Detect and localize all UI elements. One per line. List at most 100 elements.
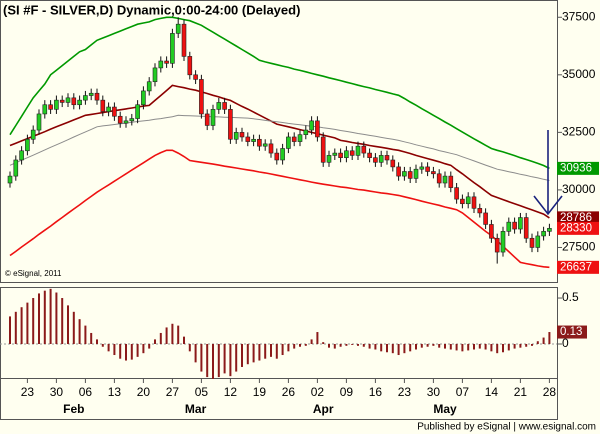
oscillator-bar xyxy=(101,343,104,347)
oscillator-bar xyxy=(113,343,116,356)
candle-body xyxy=(129,118,135,122)
candle-body xyxy=(326,155,332,163)
candle-body xyxy=(164,60,169,64)
candle-body xyxy=(158,60,164,69)
candle-body xyxy=(135,104,140,119)
oscillator-bar xyxy=(206,343,209,378)
candle-body xyxy=(512,221,517,230)
month-label: Apr xyxy=(313,402,334,416)
oscillator-bar xyxy=(14,311,17,344)
candle-body xyxy=(529,237,535,248)
oscillator-bar xyxy=(519,343,522,348)
candle-body xyxy=(506,221,512,232)
oscillator-bar xyxy=(194,343,197,363)
oscillator-bar xyxy=(55,292,58,344)
x-tick-label: 30 xyxy=(50,385,64,399)
oscillator-bar xyxy=(125,343,127,361)
oscillator-bar xyxy=(438,343,441,348)
candle-body xyxy=(407,171,413,179)
candle-body xyxy=(245,136,251,142)
oscillator-bar xyxy=(217,343,220,378)
oscillator-bar xyxy=(171,323,174,344)
candle-body xyxy=(94,92,100,101)
candle-body xyxy=(378,155,384,163)
candle-body xyxy=(460,198,465,205)
oscillator-bar xyxy=(345,343,348,346)
oscillator-bar xyxy=(200,343,203,372)
oscillator-bar xyxy=(386,343,388,353)
oscillator-bar xyxy=(43,290,46,344)
value-label: 28330 xyxy=(560,222,592,234)
oscillator-bar xyxy=(415,343,417,350)
x-tick-label: 09 xyxy=(340,385,354,399)
oscillator-bar xyxy=(502,343,504,353)
y-tick-label: 27500 xyxy=(562,240,596,254)
oscillator-bar xyxy=(67,305,69,344)
oscillator-bar xyxy=(461,343,464,352)
plot-layer: 37500 35000 32500 30000 27500 23 30 06 13 20 27 05 1… xyxy=(0,9,599,416)
oscillator-bar xyxy=(136,343,139,357)
x-tick-label: 06 xyxy=(79,385,93,399)
oscillator-bar xyxy=(478,343,481,349)
oscillator-bar xyxy=(258,343,261,361)
oscillator-bar xyxy=(507,343,510,351)
x-tick-label: 14 xyxy=(485,385,499,399)
candle-body xyxy=(152,67,158,83)
band-line xyxy=(9,84,550,219)
oscillator-bar xyxy=(78,319,81,344)
candle-body xyxy=(100,99,106,112)
x-tick-label: 02 xyxy=(311,385,325,399)
candle-body xyxy=(344,150,349,158)
candle-body xyxy=(442,175,448,184)
oscillator-bar xyxy=(264,343,267,359)
oscillator-bar xyxy=(246,343,249,365)
oscillator-bar xyxy=(444,343,446,349)
oscillator-bar xyxy=(26,302,29,344)
oscillator-bar xyxy=(328,343,330,348)
candle-body xyxy=(425,166,430,172)
oscillator-bar xyxy=(159,332,162,344)
candle-body xyxy=(373,157,378,163)
oscillator-bar xyxy=(154,339,156,344)
candle-body xyxy=(112,106,117,117)
candle-body xyxy=(268,143,274,154)
value-label: 26637 xyxy=(560,261,592,273)
candle-body xyxy=(315,120,320,138)
oscillator-bar xyxy=(188,343,191,352)
oscillator-bar xyxy=(455,343,458,351)
value-label-bg xyxy=(557,325,587,339)
chart-title: (SI #F - SILVER,D) Dynamic,0:00-24:00 (D… xyxy=(3,2,300,17)
candle-body xyxy=(77,99,82,106)
candle-body xyxy=(286,136,291,149)
oscillator-bar xyxy=(148,343,151,349)
candle-body xyxy=(7,175,13,184)
candle-body xyxy=(390,159,396,168)
candle-body xyxy=(59,99,65,103)
value-label: 30936 xyxy=(560,162,592,174)
candle-body xyxy=(30,129,36,140)
candle-body xyxy=(257,138,262,147)
oscillator-bar xyxy=(183,336,185,344)
x-tick-label: 28 xyxy=(543,385,557,399)
x-tick-label: 30 xyxy=(427,385,441,399)
candle-body xyxy=(106,106,111,112)
oscillator-bar xyxy=(20,307,23,344)
candle-body xyxy=(36,113,42,131)
oscillator-bar xyxy=(531,343,533,346)
y-tick-label: 35000 xyxy=(562,67,596,81)
oscillator-bar xyxy=(49,288,52,344)
oscillator-bar xyxy=(513,343,516,349)
candle-body xyxy=(338,152,343,158)
band-line xyxy=(9,16,550,170)
oscillator-bar xyxy=(351,343,354,345)
candle-body xyxy=(71,97,77,106)
oscillator-bar xyxy=(490,343,493,352)
oscillator-bar xyxy=(107,343,110,352)
candle-body xyxy=(216,102,222,110)
oscillator-bar xyxy=(130,343,133,360)
oscillator-bar xyxy=(403,343,406,354)
y-tick-label: 30000 xyxy=(562,182,596,196)
x-tick-label: 23 xyxy=(21,385,35,399)
annotation-arrow xyxy=(533,130,563,216)
